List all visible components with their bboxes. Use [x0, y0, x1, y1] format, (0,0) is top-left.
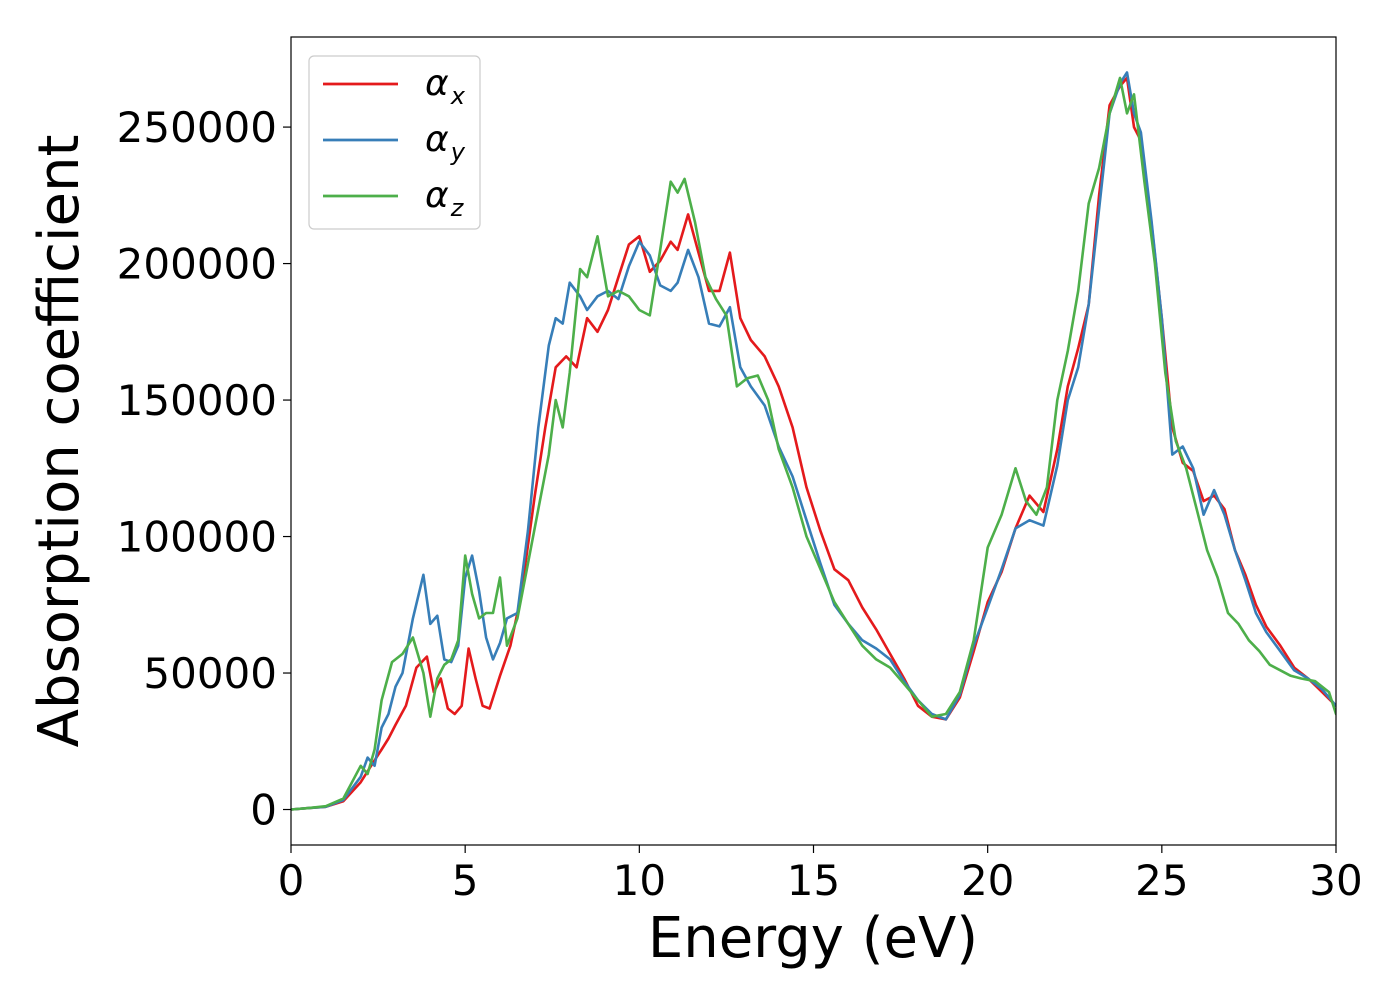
- y-tick-label: 150000: [117, 376, 277, 425]
- y-tick-label: 50000: [143, 649, 277, 698]
- x-tick-label: 15: [787, 856, 840, 905]
- x-axis-title: Energy (eV): [648, 906, 978, 971]
- legend-box: [308, 55, 481, 230]
- series-layer: [291, 71, 1336, 811]
- x-tick-label: 25: [1135, 856, 1188, 905]
- x-tick-label: 30: [1309, 856, 1362, 905]
- y-tick-label: 250000: [117, 103, 277, 152]
- x-tick-label: 20: [961, 856, 1014, 905]
- y-tick-label: 200000: [117, 240, 277, 289]
- y-tick-label: 100000: [117, 513, 277, 562]
- x-tick-label: 5: [452, 856, 479, 905]
- ticks-layer: 0 5 10 15 20 25 30 0 50000 100000 150000 200000 2500…: [117, 103, 1363, 905]
- x-tick-label: 0: [278, 856, 305, 905]
- series-line-z: [291, 76, 1336, 811]
- x-tick-label: 10: [613, 856, 666, 905]
- y-tick-label: 0: [250, 786, 277, 835]
- y-axis-title: Absorption coefficient: [27, 135, 92, 748]
